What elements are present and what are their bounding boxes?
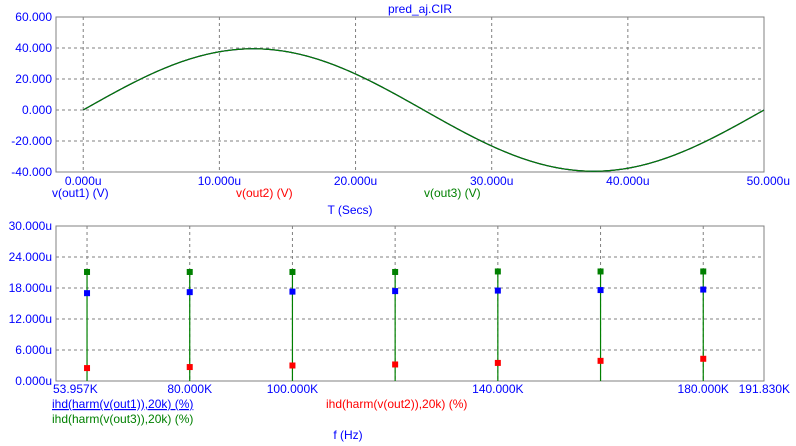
harmonic-point-series-3[interactable] <box>392 268 399 275</box>
harmonic-y-tick-label: 30.000u <box>9 219 52 233</box>
harmonic-point-series-2[interactable] <box>186 364 193 371</box>
chart-title: pred_aj.CIR <box>388 2 452 16</box>
harmonic-point-series-3[interactable] <box>289 268 296 275</box>
harmonic-point-series-3[interactable] <box>186 268 193 275</box>
legend-v-out3: v(out3) (V) <box>424 186 481 200</box>
harmonic-y-tick-label: 6.000u <box>15 343 52 357</box>
harmonic-point-series-2[interactable] <box>700 355 707 362</box>
transient-x-tick-label: 30.000u <box>470 174 513 188</box>
harmonic-grid <box>56 226 764 381</box>
harmonic-point-series-1[interactable] <box>392 288 399 295</box>
harmonic-point-series-3[interactable] <box>494 268 501 275</box>
harmonic-x-tick-label: 80.000K <box>167 382 212 396</box>
harmonic-y-tick-label: 24.000u <box>9 250 52 264</box>
transient-series <box>82 48 765 172</box>
transient-plot-frame <box>55 16 765 173</box>
harmonic-plot[interactable]: 0.000u 6.000u 12.000u 18.000u 24.000u 30.000u… <box>9 219 790 442</box>
legend-v-out1: v(out1) (V) <box>52 186 109 200</box>
transient-x-tick-label: 10.000u <box>198 174 241 188</box>
harmonic-y-ticks: 0.000u 6.000u 12.000u 18.000u 24.000u 30.000u <box>9 219 52 388</box>
harmonic-plot-frame <box>55 225 765 382</box>
harmonic-y-tick-label: 12.000u <box>9 312 52 326</box>
harmonic-point-series-1[interactable] <box>186 289 193 296</box>
harmonic-point-series-1[interactable] <box>700 286 707 293</box>
transient-x-tick-label: 20.000u <box>334 174 377 188</box>
transient-x-ticks: 0.000u 10.000u 20.000u 30.000u 40.000u 50.000… <box>65 174 790 188</box>
transient-y-tick-label: -20.000 <box>11 134 52 148</box>
harmonic-x-tick-label: 53.957K <box>53 382 98 396</box>
legend-ihd-out2: ihd(harm(v(out2)),20k) (%) <box>326 397 467 411</box>
legend-v-out2: v(out2) (V) <box>236 186 293 200</box>
harmonic-x-ticks: 53.957K 80.000K 100.000K 140.000K 180.000K 19… <box>53 382 790 396</box>
harmonic-x-tick-label: 140.000K <box>472 382 523 396</box>
legend-ihd-out3: ihd(harm(v(out3)),20k) (%) <box>52 412 193 426</box>
transient-series-line-3 <box>82 48 765 172</box>
transient-x-axis-label: T (Secs) <box>327 203 372 217</box>
harmonic-point-series-3[interactable] <box>597 268 604 275</box>
transient-y-tick-label: 20.000 <box>15 72 52 86</box>
harmonic-point-series-3[interactable] <box>700 268 707 275</box>
transient-grid <box>56 17 764 172</box>
harmonic-x-tick-label: 191.830K <box>739 382 790 396</box>
transient-y-tick-label: -40.000 <box>11 165 52 179</box>
harmonic-y-tick-label: 0.000u <box>15 374 52 388</box>
harmonic-point-series-1[interactable] <box>84 290 91 297</box>
harmonic-point-series-1[interactable] <box>289 288 296 295</box>
transient-x-tick-label: 0.000u <box>65 174 102 188</box>
transient-y-tick-label: 40.000 <box>15 41 52 55</box>
transient-y-tick-label: 60.000 <box>15 10 52 24</box>
harmonic-y-tick-label: 18.000u <box>9 281 52 295</box>
harmonic-point-series-2[interactable] <box>392 361 399 368</box>
legend-ihd-out1: ihd(harm(v(out1)),20k) (%) <box>52 397 193 411</box>
harmonic-point-series-2[interactable] <box>84 365 91 372</box>
harmonic-series <box>84 268 707 381</box>
harmonic-point-series-3[interactable] <box>84 268 91 275</box>
harmonic-x-tick-label: 100.000K <box>267 382 318 396</box>
transient-x-tick-label: 50.000u <box>747 174 790 188</box>
harmonic-point-series-2[interactable] <box>494 359 501 366</box>
harmonic-point-series-2[interactable] <box>597 357 604 364</box>
transient-y-ticks: -40.000 -20.000 0.000 20.000 40.000 60.000 <box>11 10 52 179</box>
transient-plot[interactable]: -40.000 -20.000 0.000 20.000 40.000 60.000 0.… <box>11 10 790 217</box>
harmonic-point-series-1[interactable] <box>494 287 501 294</box>
harmonic-x-tick-label: 180.000K <box>678 382 729 396</box>
harmonic-point-series-1[interactable] <box>597 287 604 294</box>
harmonic-x-axis-label: f (Hz) <box>333 428 362 442</box>
transient-x-tick-label: 40.000u <box>606 174 649 188</box>
transient-y-tick-label: 0.000 <box>22 103 52 117</box>
harmonic-point-series-2[interactable] <box>289 362 296 369</box>
